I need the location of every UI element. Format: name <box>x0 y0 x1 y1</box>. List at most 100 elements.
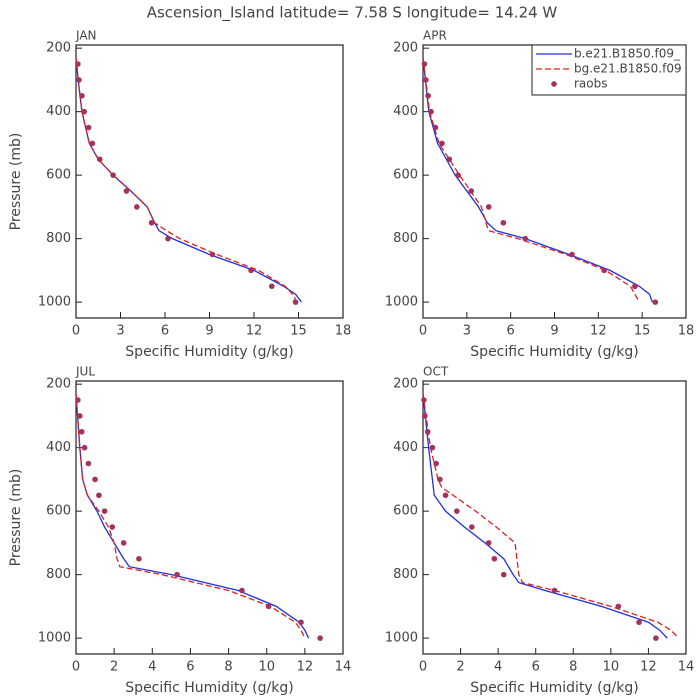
x-tick-label: 6 <box>507 324 515 339</box>
x-tick-label: 2 <box>456 660 464 675</box>
x-tick-label: 12 <box>246 324 263 339</box>
plot-frame <box>75 380 344 655</box>
x-tick-label: 3 <box>463 324 471 339</box>
y-tick-label: 400 <box>46 440 71 455</box>
legend-swatch <box>551 81 557 87</box>
obs-point <box>101 508 108 514</box>
y-axis-label: Pressure (mb) <box>8 469 24 567</box>
obs-point <box>81 108 87 115</box>
obs-point <box>433 460 439 467</box>
obs-point <box>96 156 103 163</box>
y-tick-label: 600 <box>46 168 71 183</box>
y-tick-label: 800 <box>393 231 418 246</box>
obs-point <box>491 555 498 562</box>
obs-point <box>437 476 443 483</box>
obs-point <box>569 251 575 258</box>
obs-point <box>123 188 130 194</box>
obs-point <box>455 172 461 178</box>
y-tick-label: 800 <box>393 567 418 582</box>
obs-point <box>469 524 475 530</box>
obs-point <box>134 204 140 210</box>
x-tick-label: 9 <box>205 324 213 339</box>
obs-point <box>81 444 88 451</box>
profile-line <box>75 393 306 639</box>
obs-point <box>454 508 460 514</box>
obs-point <box>77 413 83 419</box>
x-tick-label: 6 <box>186 660 194 675</box>
obs-point <box>76 77 82 83</box>
obs-point <box>601 267 607 274</box>
obs-point <box>209 251 216 258</box>
x-tick-label: 18 <box>678 324 695 339</box>
obs-point <box>79 92 85 99</box>
x-tick-label: 2 <box>110 660 118 675</box>
obs-point <box>96 492 102 499</box>
y-tick-label: 1000 <box>38 295 71 310</box>
obs-point <box>423 77 429 83</box>
obs-point <box>317 635 323 641</box>
obs-point <box>239 587 245 594</box>
obs-point <box>248 267 254 274</box>
legend-box <box>531 44 687 96</box>
x-tick-label: 9 <box>550 324 558 339</box>
x-tick-label: 8 <box>224 660 232 675</box>
x-axis-label: Specific Humidity (g/kg) <box>125 680 293 696</box>
obs-point <box>615 603 622 610</box>
y-tick-label: 600 <box>393 504 418 519</box>
x-tick-label: 0 <box>72 660 80 675</box>
y-tick-label: 200 <box>393 377 418 392</box>
obs-point <box>500 219 507 226</box>
figure-title: Ascension_Island latitude= 7.58 S longit… <box>147 4 558 23</box>
x-tick-label: 10 <box>258 660 275 675</box>
y-tick-label: 600 <box>393 168 418 183</box>
x-tick-label: 0 <box>419 660 427 675</box>
legend-label: bg.e21.B1850.f09 <box>574 62 682 76</box>
profile-line <box>75 393 310 639</box>
x-tick-label: 15 <box>634 324 651 339</box>
obs-point <box>432 124 439 131</box>
obs-point <box>85 124 92 131</box>
obs-point <box>136 555 142 562</box>
plot-frame <box>75 44 344 319</box>
profile-line <box>422 393 668 639</box>
y-tick-label: 1000 <box>38 631 71 646</box>
obs-point <box>120 540 127 546</box>
x-axis-label: Specific Humidity (g/kg) <box>470 344 638 360</box>
profile-line <box>422 393 679 639</box>
obs-point <box>468 188 475 194</box>
x-axis-label: Specific Humidity (g/kg) <box>125 344 293 360</box>
obs-point <box>422 413 428 419</box>
y-tick-label: 200 <box>46 377 71 392</box>
obs-point <box>165 235 171 242</box>
y-tick-label: 600 <box>46 504 71 519</box>
obs-point <box>89 140 96 147</box>
y-tick-label: 200 <box>393 41 418 56</box>
x-tick-label: 10 <box>603 660 620 675</box>
obs-point <box>298 619 304 626</box>
y-axis-label: Pressure (mb) <box>8 133 24 231</box>
obs-point <box>109 524 116 530</box>
x-tick-label: 0 <box>72 324 80 339</box>
x-tick-label: 14 <box>335 660 352 675</box>
x-tick-label: 18 <box>335 324 352 339</box>
x-tick-label: 12 <box>297 660 314 675</box>
profile-line <box>422 57 654 303</box>
obs-point <box>148 219 155 226</box>
y-tick-label: 200 <box>46 41 71 56</box>
obs-point <box>424 428 431 435</box>
obs-point <box>652 299 659 305</box>
y-tick-label: 1000 <box>385 631 418 646</box>
x-axis-label: Specific Humidity (g/kg) <box>470 680 638 696</box>
obs-point <box>78 428 85 435</box>
y-tick-label: 800 <box>46 231 71 246</box>
profile-line <box>75 57 298 303</box>
panel-title: JAN <box>75 29 97 43</box>
x-tick-label: 8 <box>569 660 577 675</box>
obs-point <box>442 492 449 499</box>
x-tick-label: 12 <box>640 660 657 675</box>
panel-title: APR <box>423 29 447 43</box>
x-tick-label: 15 <box>290 324 307 339</box>
panel-title: OCT <box>423 365 449 379</box>
y-tick-label: 400 <box>393 104 418 119</box>
